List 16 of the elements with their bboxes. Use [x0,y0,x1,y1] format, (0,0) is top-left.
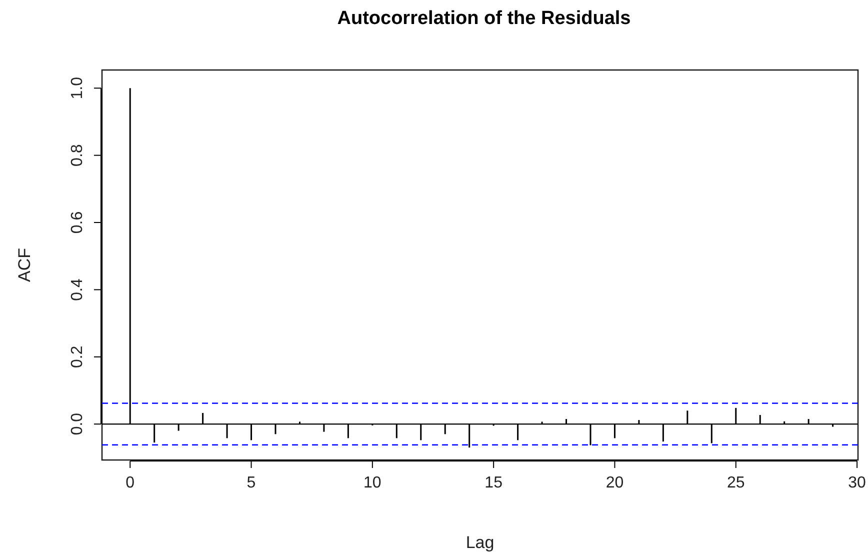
x-tick-label: 30 [848,474,866,492]
x-tick-label: 15 [484,474,503,492]
x-tick-label: 0 [126,474,135,492]
x-tick-label: 20 [606,474,624,492]
y-tick-label: 0.6 [69,211,86,234]
x-tick-label: 25 [726,474,745,492]
y-tick-label: 0.2 [69,346,86,368]
x-axis-title: Lag [466,533,494,552]
y-axis-title: ACF [15,248,34,282]
y-tick-label: 0.0 [69,412,86,436]
y-tick-label: 0.8 [69,144,86,166]
x-tick-label: 10 [364,474,382,492]
y-tick-label: 0.4 [69,278,86,301]
y-tick-label: 1.0 [69,76,86,100]
chart-title: Autocorrelation of the Residuals [337,8,631,29]
x-tick-label: 5 [246,474,256,492]
